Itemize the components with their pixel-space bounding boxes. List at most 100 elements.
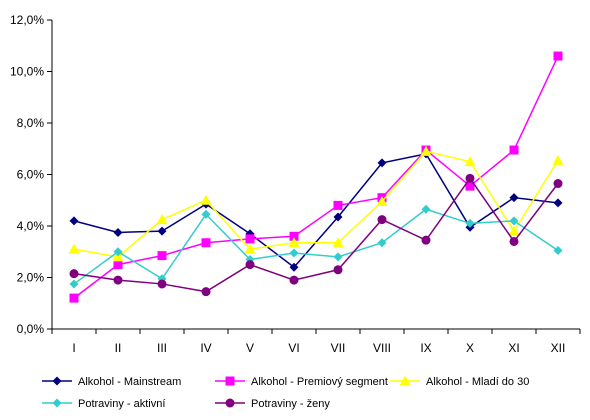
series-3 [68, 145, 564, 262]
data-point [69, 293, 79, 303]
legend-marker [399, 375, 411, 386]
data-point [288, 237, 300, 248]
y-tick-label: 4,0% [17, 219, 45, 233]
x-tick-label: VIII [373, 341, 391, 355]
series-line [73, 153, 559, 269]
legend-item: Alkohol - Mainstream [42, 376, 181, 388]
data-point [113, 227, 123, 237]
series-line [73, 177, 559, 293]
data-point [377, 238, 387, 248]
data-point [421, 235, 431, 245]
legend-label: Potraviny - ženy [251, 398, 330, 410]
series-line [73, 55, 559, 299]
series-layer [68, 51, 564, 303]
legend-marker [52, 398, 62, 408]
data-point [509, 216, 519, 226]
data-point [465, 173, 475, 183]
legend-item: Potraviny - ženy [215, 398, 330, 410]
data-point [552, 154, 564, 165]
y-tick-label: 2,0% [17, 271, 45, 285]
data-point [553, 51, 563, 61]
legend: Alkohol - Mainstream Alkohol - Premiový s… [42, 375, 529, 410]
x-tick-label: IV [200, 341, 211, 355]
legend-marker [225, 398, 235, 408]
legend-item: Alkohol - Premiový segment [215, 376, 388, 388]
data-point [112, 251, 124, 262]
data-point [333, 200, 343, 210]
data-point [465, 218, 475, 228]
data-point [201, 209, 211, 219]
data-point [113, 247, 123, 257]
data-point [244, 243, 256, 254]
data-point [245, 234, 255, 244]
legend-item: Alkohol - Mladí do 30 [390, 375, 529, 388]
data-point [333, 212, 343, 222]
data-point [157, 251, 167, 261]
data-point [333, 252, 343, 262]
data-point [68, 243, 80, 254]
data-point [289, 231, 299, 241]
x-tick-label: I [72, 341, 75, 355]
legend-label: Alkohol - Mainstream [78, 376, 181, 388]
legend-label: Potraviny - aktivní [78, 398, 165, 410]
axes: 0,0%2,0%4,0%6,0%8,0%10,0%12,0%I II III IV V V… [10, 13, 581, 355]
data-point [245, 260, 255, 270]
data-point [201, 238, 211, 248]
data-point [421, 204, 431, 214]
data-point [509, 145, 519, 155]
x-tick-label: VII [331, 341, 346, 355]
series-1 [69, 149, 563, 272]
x-tick-label: X [466, 341, 474, 355]
y-tick-label: 6,0% [17, 168, 45, 182]
x-tick-label: VI [288, 341, 299, 355]
data-point [289, 262, 299, 272]
data-point [289, 248, 299, 258]
data-point [553, 179, 563, 189]
x-tick-label: II [115, 341, 122, 355]
data-point [332, 237, 344, 248]
legend-label: Alkohol - Premiový segment [251, 376, 388, 388]
x-tick-label: XII [551, 341, 566, 355]
data-point [69, 269, 79, 279]
y-tick-label: 0,0% [17, 322, 45, 336]
data-point [553, 198, 563, 208]
data-point [113, 275, 123, 285]
legend-marker [52, 376, 62, 386]
series-4 [69, 204, 563, 289]
data-point [377, 158, 387, 168]
legend-marker [225, 376, 235, 386]
data-point [509, 193, 519, 203]
data-point [201, 287, 211, 297]
data-point [333, 265, 343, 275]
data-point [377, 215, 387, 225]
data-point [464, 156, 476, 167]
series-2 [69, 51, 563, 303]
data-point [69, 216, 79, 226]
data-point [69, 279, 79, 289]
data-point [289, 275, 299, 285]
data-point [376, 196, 388, 207]
series-line [73, 208, 559, 285]
data-point [156, 214, 168, 225]
data-point [553, 245, 563, 255]
legend-label: Alkohol - Mladí do 30 [426, 376, 529, 388]
data-point [157, 279, 167, 289]
series-5 [69, 173, 563, 297]
y-tick-label: 8,0% [17, 116, 45, 130]
x-tick-label: V [246, 341, 254, 355]
y-tick-label: 12,0% [10, 13, 44, 27]
legend-item: Potraviny - aktivní [42, 398, 165, 410]
data-point [465, 181, 475, 191]
y-tick-label: 10,0% [10, 65, 44, 79]
series-line [73, 150, 559, 258]
data-point [509, 236, 519, 246]
x-tick-label: XI [508, 341, 519, 355]
x-tick-label: IX [420, 341, 431, 355]
data-point [420, 145, 432, 156]
data-point [200, 194, 212, 205]
x-tick-label: III [157, 341, 167, 355]
data-point [157, 226, 167, 236]
data-point [113, 260, 123, 270]
data-point [508, 225, 520, 236]
